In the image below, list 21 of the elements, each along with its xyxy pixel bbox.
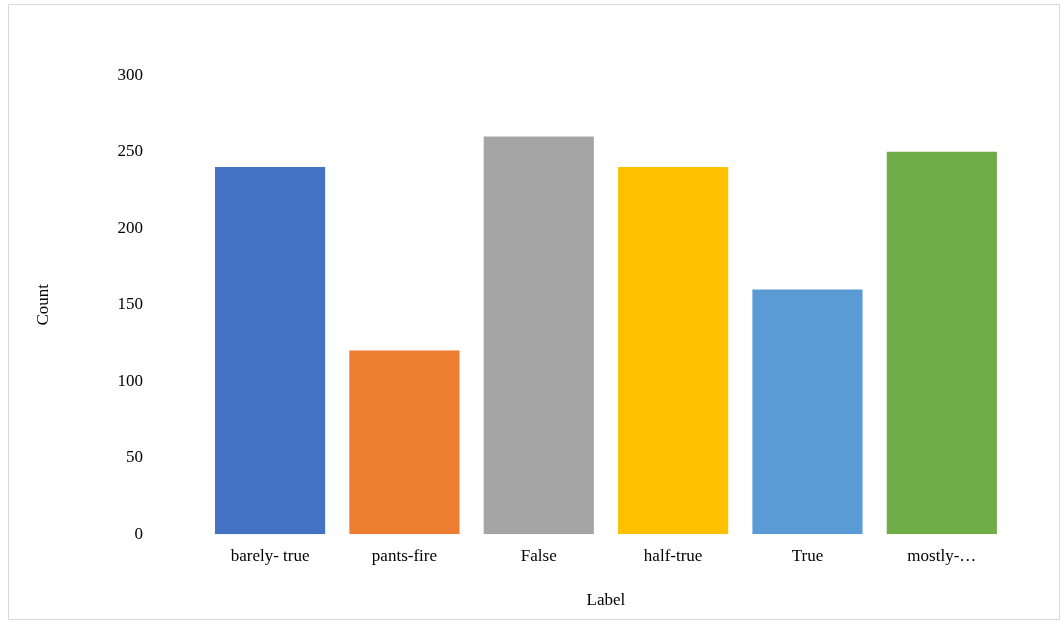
x-tick-label: mostly-…	[907, 545, 977, 565]
bar	[349, 350, 460, 535]
x-tick-label: half-true	[643, 545, 703, 565]
x-tick-label: pants-fire	[371, 545, 437, 565]
bar	[618, 167, 729, 535]
bar	[886, 151, 997, 535]
x-tick-label: barely- true	[230, 545, 310, 565]
x-axis-title: Label	[586, 590, 626, 610]
y-tick-label: 50	[125, 447, 143, 467]
bar	[752, 289, 863, 535]
y-tick-label: 200	[117, 217, 143, 237]
y-tick-label: 100	[117, 370, 143, 390]
bar	[214, 167, 326, 535]
x-tick-label: False	[520, 545, 557, 565]
y-tick-label: 150	[117, 294, 143, 314]
y-tick-label: 250	[117, 141, 143, 161]
y-tick-label: 300	[117, 64, 143, 84]
y-axis-title: Count	[32, 283, 52, 326]
bar	[483, 136, 594, 535]
x-tick-label: True	[791, 545, 824, 565]
y-tick-label: 0	[134, 523, 143, 543]
